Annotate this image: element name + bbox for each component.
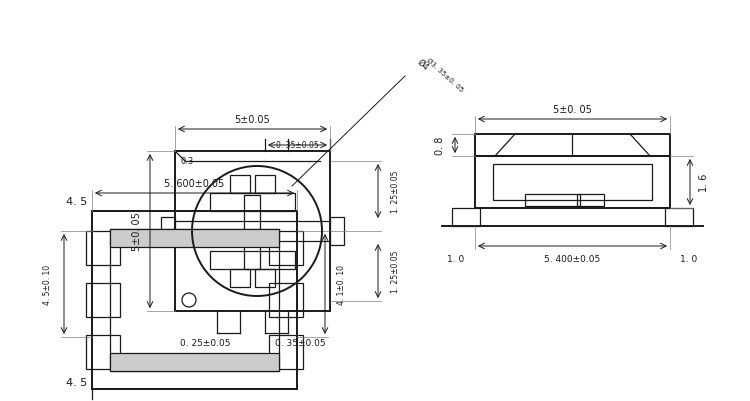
Bar bbox=[269, 283, 303, 317]
Text: 5±0. 05: 5±0. 05 bbox=[553, 105, 592, 115]
Text: Ø3. 35±0. 05: Ø3. 35±0. 05 bbox=[425, 57, 464, 93]
Text: 5±0.05: 5±0.05 bbox=[235, 115, 270, 125]
Bar bbox=[269, 335, 303, 369]
Bar bbox=[475, 157, 670, 209]
Bar bbox=[110, 229, 279, 371]
Bar bbox=[86, 231, 120, 265]
Bar bbox=[525, 194, 580, 207]
Text: 0.3: 0.3 bbox=[180, 157, 194, 166]
Bar bbox=[577, 194, 604, 207]
Bar bbox=[330, 217, 344, 245]
Bar bbox=[230, 269, 250, 287]
Bar bbox=[230, 176, 250, 194]
Text: 1. 25±0.05: 1. 25±0.05 bbox=[392, 170, 400, 213]
Text: 5. 600±0.05: 5. 600±0.05 bbox=[164, 178, 225, 188]
Text: 0. 25±0.05: 0. 25±0.05 bbox=[180, 339, 230, 348]
Bar bbox=[493, 164, 652, 200]
Bar bbox=[255, 269, 275, 287]
Bar bbox=[665, 209, 693, 227]
Bar bbox=[452, 209, 480, 227]
Text: 5±0. 05: 5±0. 05 bbox=[132, 212, 142, 251]
Text: 0. 35±0.05: 0. 35±0.05 bbox=[276, 141, 319, 150]
Bar bbox=[86, 335, 120, 369]
Bar bbox=[210, 194, 295, 211]
Text: 1. 6: 1. 6 bbox=[699, 173, 709, 192]
Text: 4. 1±0. 10: 4. 1±0. 10 bbox=[338, 264, 346, 304]
Text: 1. 0: 1. 0 bbox=[680, 254, 698, 263]
Text: 4. 5: 4. 5 bbox=[66, 196, 87, 207]
Bar bbox=[86, 283, 120, 317]
Bar bbox=[175, 152, 330, 311]
Text: Ø4: Ø4 bbox=[415, 57, 430, 72]
Bar bbox=[244, 196, 260, 269]
Bar bbox=[110, 353, 279, 371]
Text: 1. 25±0.05: 1. 25±0.05 bbox=[392, 250, 400, 292]
Bar bbox=[92, 211, 297, 389]
Text: 0. 8: 0. 8 bbox=[435, 136, 445, 155]
Text: 4. 5±0. 10: 4. 5±0. 10 bbox=[43, 264, 52, 304]
Text: 0. 35±0.05: 0. 35±0.05 bbox=[274, 339, 326, 348]
Text: 5. 400±0.05: 5. 400±0.05 bbox=[544, 254, 601, 263]
Text: 1. 0: 1. 0 bbox=[447, 254, 464, 263]
Bar bbox=[210, 251, 295, 269]
Text: 4. 5: 4. 5 bbox=[66, 377, 87, 387]
Bar bbox=[475, 135, 670, 157]
Bar bbox=[110, 229, 279, 247]
Bar bbox=[269, 231, 303, 265]
Bar bbox=[161, 217, 175, 245]
Bar bbox=[255, 176, 275, 194]
